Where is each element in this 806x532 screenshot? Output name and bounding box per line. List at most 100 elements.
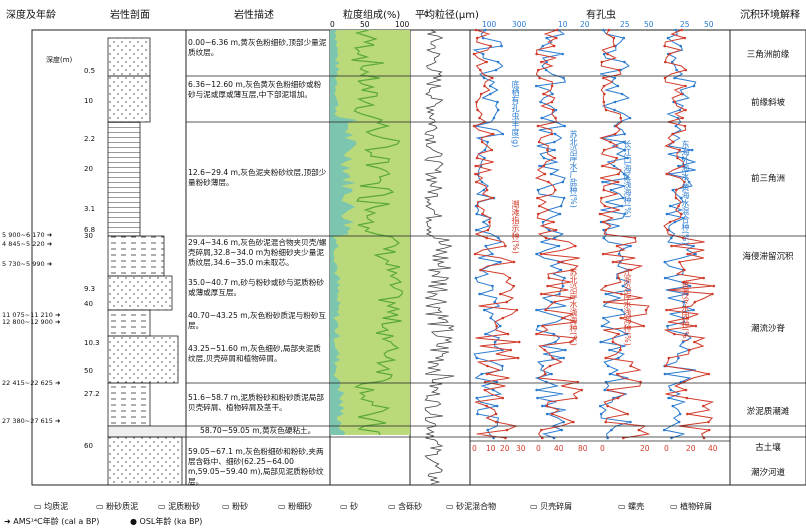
foram-point <box>621 284 625 288</box>
foram-point <box>642 324 645 328</box>
foram-point <box>678 260 681 264</box>
foram-point <box>604 284 607 288</box>
foram-point <box>534 84 538 88</box>
foram-top-axis-a2: 300 <box>512 20 527 29</box>
foram-point <box>495 404 499 408</box>
legend-item: ▭ 贝壳碎屑 <box>530 502 573 511</box>
foram-point <box>560 316 564 320</box>
foram-point <box>473 252 477 256</box>
foram-point <box>677 420 681 424</box>
curve-label-tidal-flat: 潮滩指示种(%) <box>511 200 520 254</box>
legend-item: ▭ 粉砂质泥 <box>96 502 139 511</box>
foram-point <box>483 84 486 88</box>
foram-series-line <box>662 29 698 439</box>
foram-point <box>554 340 557 344</box>
foram-point <box>678 108 682 112</box>
foram-point <box>485 236 489 240</box>
foram-point <box>553 140 556 144</box>
description-unit-1: 0.00~6.36 m,黄灰色粉细砂,顶部少量泥质纹层。 <box>188 38 327 57</box>
foram-point <box>559 204 563 208</box>
foram-point <box>541 404 544 408</box>
foram-point <box>667 396 670 400</box>
foram-point <box>690 148 694 152</box>
mean-axis-0: 0 <box>424 10 429 18</box>
foram-point <box>674 28 677 32</box>
foram-top-axis-b2: 20 <box>580 20 590 29</box>
legend-item: ▭ 植物碎屑 <box>670 502 713 511</box>
foram-point <box>606 364 610 368</box>
foram-point <box>478 116 481 120</box>
foram-point <box>673 100 677 104</box>
foram-point <box>620 308 623 312</box>
foram-point <box>495 324 498 328</box>
foram-point <box>712 284 716 288</box>
foram-point <box>541 220 545 224</box>
depth-tick: 6.8 <box>84 226 96 234</box>
foraminifera-curves <box>472 28 716 440</box>
foram-point <box>544 68 548 72</box>
foram-point <box>561 52 564 56</box>
foram-point <box>501 364 504 368</box>
foram-point <box>537 140 541 144</box>
age-label: 11 075~11 210 ➜ <box>2 311 61 319</box>
foram-point <box>483 388 487 392</box>
foram-point <box>602 76 605 80</box>
foram-point <box>600 196 603 200</box>
foram-bottom-d0: 0 <box>664 444 669 453</box>
foram-point <box>603 204 607 208</box>
foram-point <box>604 356 608 360</box>
foram-point <box>575 396 578 400</box>
foram-point <box>694 324 698 328</box>
legend-osl-age: ● OSL年龄 (ka BP) <box>130 517 203 526</box>
foram-point <box>505 428 509 432</box>
foram-point <box>480 180 484 184</box>
foram-point <box>603 92 606 96</box>
description-unit-2: 6.36~12.60 m,灰色黄灰色粉细砂或粉砂与泥或厚或薄互层,中下部泥增加。 <box>188 80 322 99</box>
foram-point <box>622 140 626 144</box>
foram-point <box>474 164 477 168</box>
foram-point <box>685 316 689 320</box>
foram-point <box>546 284 549 288</box>
foram-point <box>707 372 711 376</box>
lithology-unit <box>107 382 151 427</box>
foram-point <box>542 92 545 96</box>
foram-point <box>561 180 565 184</box>
foram-point <box>483 28 487 32</box>
foram-point <box>483 156 486 160</box>
foram-point <box>476 108 479 112</box>
foram-point <box>606 404 609 408</box>
foram-point <box>554 188 557 192</box>
age-label: 22 415~22 625 ➜ <box>2 379 61 387</box>
curve-label-subei-shallow: 苏北沿岸水浅海种(%) <box>569 268 578 346</box>
foram-point <box>685 292 689 296</box>
foram-point <box>666 228 669 232</box>
foram-point <box>681 116 684 120</box>
foram-point <box>623 148 627 152</box>
environment-tidal-channel: 潮汐河道 <box>750 468 785 478</box>
foram-point <box>475 396 479 400</box>
foram-point <box>617 172 620 176</box>
foram-point <box>619 316 623 320</box>
foram-point <box>617 332 620 336</box>
lithology-profile <box>107 37 187 486</box>
legend-item: ▭ 粉砂 <box>222 502 249 511</box>
foram-point <box>601 252 605 256</box>
foram-point <box>692 244 695 248</box>
foram-point <box>604 228 608 232</box>
foram-point <box>617 276 620 280</box>
foram-point <box>683 124 687 128</box>
depth-tick: 10.3 <box>84 339 100 347</box>
foram-point <box>569 340 572 344</box>
foram-point <box>613 132 617 136</box>
foram-point <box>481 212 484 216</box>
foram-point <box>562 356 565 360</box>
foram-point <box>665 308 668 312</box>
foram-point <box>679 44 683 48</box>
foram-point <box>545 404 549 408</box>
foram-point <box>543 372 547 376</box>
description-unit-9: 58.70~59.05 m,黄灰色硬粘土。 <box>200 426 316 435</box>
foram-point <box>572 420 575 424</box>
foram-point <box>540 116 544 120</box>
foram-point <box>673 220 677 224</box>
foram-point <box>692 308 695 312</box>
